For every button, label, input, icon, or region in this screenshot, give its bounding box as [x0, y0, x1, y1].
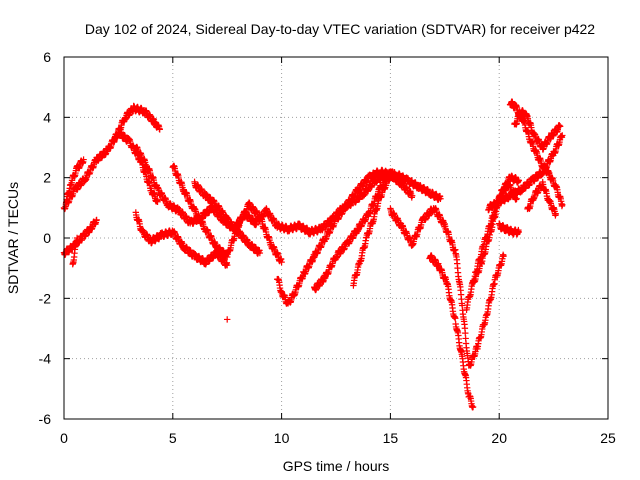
series-sat-t [485, 132, 566, 214]
data-point [469, 403, 477, 411]
series-isolated [224, 316, 231, 323]
y-tick-label: -2 [39, 290, 52, 306]
x-tick-label: 5 [169, 430, 177, 446]
y-tick-label: 2 [43, 170, 51, 186]
chart-title: Day 102 of 2024, Sidereal Day-to-day VTE… [85, 21, 595, 37]
y-tick-label: 0 [43, 230, 51, 246]
series-sat-e [69, 234, 81, 268]
series-sat-c [60, 216, 100, 258]
x-tick-label: 20 [491, 430, 507, 446]
grid [64, 57, 608, 419]
data-point [73, 234, 81, 242]
series-sat-b [110, 102, 163, 145]
data-points [60, 98, 566, 411]
y-axis-label: SDTVAR / TECUs [5, 182, 21, 294]
data-point [80, 156, 87, 163]
y-tick-label: -6 [39, 411, 52, 427]
series-sat-n [426, 252, 477, 411]
data-point [154, 198, 161, 205]
series-sat-q [496, 220, 522, 238]
data-point [224, 261, 231, 269]
x-axis-label: GPS time / hours [283, 458, 390, 474]
series-sat-d [62, 156, 87, 206]
x-tick-label: 15 [383, 430, 399, 446]
series-sat-f [132, 143, 444, 238]
data-point [93, 216, 100, 224]
series-sat-h [169, 162, 285, 266]
data-point [224, 316, 231, 323]
data-point [559, 201, 566, 209]
y-tick-label: 4 [43, 109, 51, 125]
x-tick-label: 0 [60, 430, 68, 446]
data-point [437, 195, 444, 202]
x-tick-label: 10 [274, 430, 290, 446]
data-point [156, 126, 163, 133]
tick-labels: 0 5 10 15 20 25 -6 -4 -2 0 2 4 6 [39, 49, 616, 446]
y-tick-label: -4 [39, 351, 52, 367]
x-tick-label: 25 [600, 430, 616, 446]
series-sat-j [274, 166, 416, 307]
y-tick-label: 6 [43, 49, 51, 65]
